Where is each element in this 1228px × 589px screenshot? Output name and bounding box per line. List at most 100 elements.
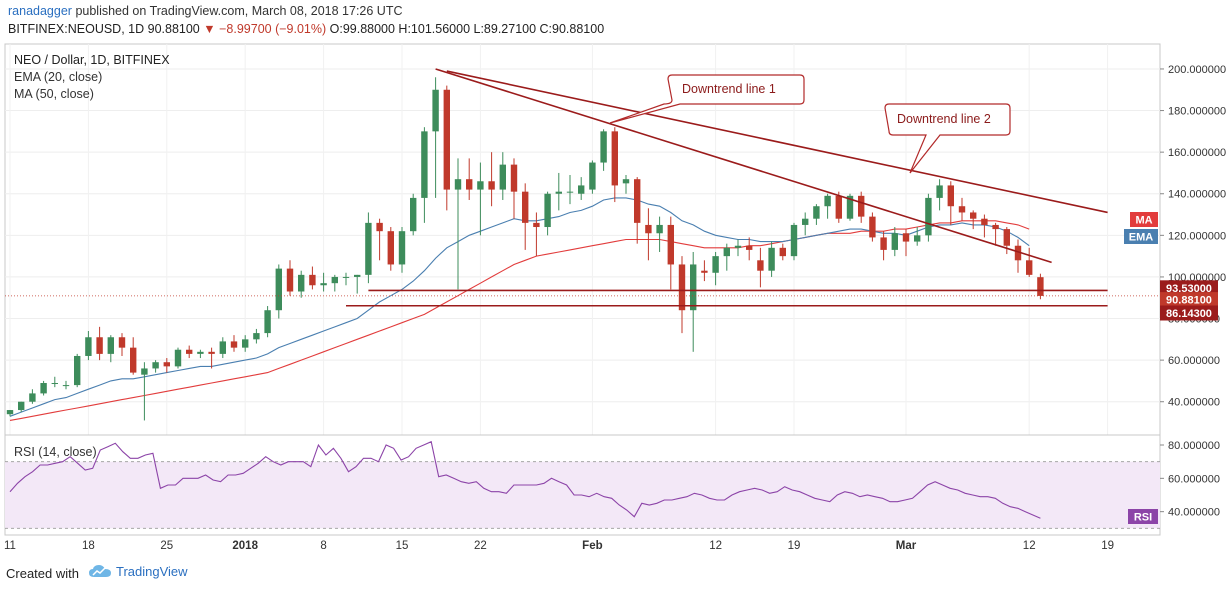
candle [298, 270, 305, 298]
candle-body [466, 179, 473, 190]
candle [242, 335, 249, 352]
candle-body [376, 222, 383, 232]
candle [286, 260, 294, 296]
candle-body [208, 351, 215, 354]
candle [555, 172, 562, 211]
candle [253, 328, 260, 344]
candle [141, 362, 148, 421]
candle-body [454, 179, 462, 190]
ema-line [9, 197, 1030, 417]
candle-body [163, 362, 170, 367]
ohlc-values: O:99.88000 H:101.56000 L:89.27100 C:90.8… [329, 22, 605, 36]
candle-body [914, 235, 921, 242]
candle-body [578, 185, 585, 194]
candle [96, 326, 103, 361]
candle-body [522, 191, 529, 223]
rsi-tick-label: 80.000000 [1168, 440, 1220, 452]
candle-body [779, 247, 786, 257]
candle-body [947, 185, 954, 207]
candle [589, 160, 596, 194]
candle-body [331, 276, 338, 284]
price-tick-label: 160.000000 [1168, 147, 1226, 159]
last-price: 90.88100 [147, 22, 200, 36]
candle [790, 222, 798, 261]
price-tick-label: 60.000000 [1168, 355, 1220, 367]
candle [656, 216, 663, 252]
candle [275, 264, 282, 319]
candle-body [746, 245, 753, 250]
candle [18, 401, 25, 413]
rsi-axis-labels: 40.000000 60.000000 80.000000 [1160, 440, 1220, 519]
candle-body [1003, 229, 1010, 246]
time-axis[interactable]: 11 18 25 2018 8 15 22 Feb 12 19 Mar 12 19 [4, 534, 1160, 552]
candle-body [678, 264, 686, 311]
candle-body [611, 131, 618, 186]
candle [533, 212, 540, 257]
time-tick-label: 25 [160, 540, 173, 552]
candle-body [219, 341, 226, 354]
candle [813, 204, 820, 225]
time-tick-label: 12 [1023, 540, 1036, 552]
candle-body [85, 337, 92, 356]
candle-body [846, 195, 854, 219]
candle-body [74, 355, 81, 386]
ma-badge: MA [1130, 212, 1158, 227]
time-tick-label: 12 [709, 540, 722, 552]
candle [936, 179, 943, 211]
ema-polyline [9, 197, 1030, 417]
ma-legend: MA (50, close) [14, 87, 94, 101]
candle-body [410, 197, 417, 232]
candle-body [757, 260, 764, 271]
candle [510, 158, 518, 219]
price-pane[interactable] [4, 43, 1161, 436]
candle-body [197, 351, 204, 354]
candle [118, 333, 126, 356]
candle-body [18, 401, 25, 411]
price-tick-label: 200.000000 [1168, 64, 1226, 76]
author-link[interactable]: ranadagger [8, 4, 72, 18]
candle [152, 360, 159, 373]
trend-lines [5, 68, 1160, 307]
trend-line [435, 68, 1052, 264]
candle-body [880, 237, 887, 250]
candle-body [51, 383, 58, 385]
candle [331, 274, 338, 292]
tradingview-link[interactable]: TradingView [88, 563, 188, 579]
candle-body [835, 195, 842, 219]
candle [230, 335, 238, 352]
ema-badge: EMA [1124, 229, 1158, 244]
candle-body [690, 264, 697, 311]
candle [1037, 273, 1044, 300]
candle [544, 191, 551, 236]
published-text: published on TradingView.com, March 08, … [75, 4, 403, 18]
candle-body [264, 310, 271, 334]
candle [74, 353, 81, 388]
candle [320, 272, 327, 292]
candle-body [667, 224, 674, 265]
time-tick-label: 8 [320, 540, 326, 552]
time-tick-label: Mar [896, 540, 917, 552]
candle [757, 247, 764, 288]
candle [634, 177, 641, 244]
candle-body [656, 224, 663, 234]
candle [734, 239, 742, 257]
candle [779, 243, 786, 261]
candle [454, 158, 462, 290]
candle [869, 212, 876, 242]
candle-body [634, 179, 641, 223]
time-tick-label: 15 [396, 540, 409, 552]
candle [622, 175, 630, 194]
candle-body [600, 131, 607, 163]
candle-body [645, 224, 652, 234]
candle-body [813, 206, 820, 219]
candle [421, 127, 428, 223]
candle-body [701, 270, 708, 273]
candle-body [298, 274, 305, 292]
candle [163, 358, 170, 373]
candle [678, 256, 686, 334]
candle-body [152, 362, 159, 369]
candle [376, 218, 383, 261]
chart-area[interactable]: 40.00000060.00000080.000000100.000000120… [0, 42, 1228, 560]
level-bottom-label: 86.14300 [1166, 308, 1212, 320]
candle [398, 227, 406, 273]
